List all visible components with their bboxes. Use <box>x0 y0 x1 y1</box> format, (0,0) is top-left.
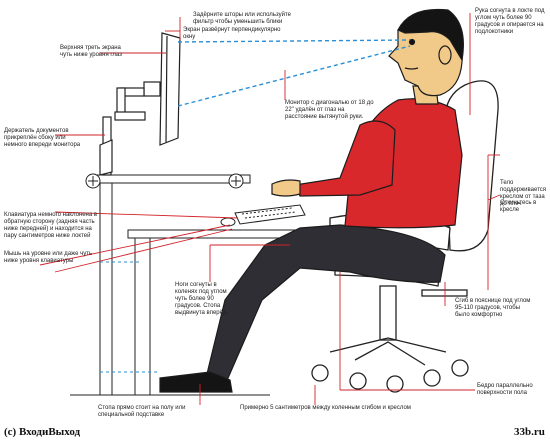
label-hip-angle: Сгиб в пояснице под углом 95-110 градусо… <box>455 298 531 318</box>
label-document-holder: Держатель документов прикреплён сбоку ил… <box>4 128 81 148</box>
annotation-lines <box>39 13 501 405</box>
label-keyboard: Клавиатура немного наклонена в обратную … <box>4 212 98 239</box>
keyboard <box>220 204 306 227</box>
label-legs: Ноги согнуты в коленях под углом чуть бо… <box>175 282 229 316</box>
label-screen-perpendicular: Экран развёрнут перпендикулярно окну <box>183 27 281 40</box>
label-monitor: Монитор с диагональю от 18 до 22" удалён… <box>285 100 374 120</box>
label-arm: Рука согнута в локте под углом чуть боле… <box>475 8 545 35</box>
monitor <box>99 32 181 176</box>
label-torso-support: Тело поддерживается креслом от таза до п… <box>500 180 547 207</box>
label-mouse: Мышь на уровне или даже чуть ниже уровня… <box>4 251 93 264</box>
desk <box>70 173 319 396</box>
sightlines <box>177 39 411 107</box>
label-knee-gap: Примерно 5 сантиметров между коленным сг… <box>240 405 411 411</box>
label-top-third: Верхняя треть экрана чуть ниже уровня гл… <box>60 45 122 58</box>
guide-lines <box>100 261 160 373</box>
label-blinds: Задёрните шторы или используйте фильтр ч… <box>193 12 291 25</box>
label-lean-back: Откиньтесь в кресле <box>500 200 537 213</box>
copyright-text: (c) ВходиВыход <box>4 426 81 438</box>
site-url: 33b.ru <box>514 426 545 438</box>
label-thighs: Бедро параллельно поверхности пола <box>477 383 533 396</box>
label-feet: Стопа прямо стоит на полу или специально… <box>98 405 186 418</box>
person <box>159 8 464 393</box>
